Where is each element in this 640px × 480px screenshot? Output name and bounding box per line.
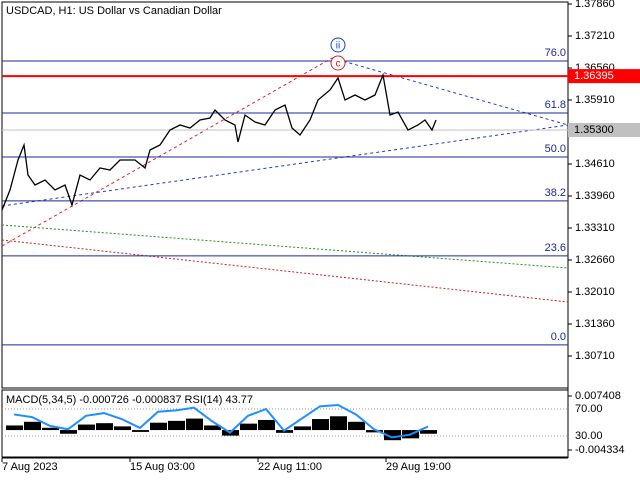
y-tick-label: 1.32010 bbox=[575, 286, 615, 298]
y-tick-label: 1.37860 bbox=[575, 0, 615, 10]
macd-bar bbox=[312, 419, 329, 431]
trend-line bbox=[331, 57, 569, 126]
fib-level-label: 38.2 bbox=[545, 187, 566, 199]
macd-bar bbox=[168, 420, 185, 431]
macd-bar bbox=[294, 426, 311, 431]
macd-bar bbox=[150, 422, 167, 431]
macd-bar bbox=[384, 430, 401, 441]
macd-bar bbox=[96, 423, 113, 431]
macd-bar bbox=[24, 421, 41, 431]
trend-line bbox=[1, 224, 569, 269]
macd-bar bbox=[42, 427, 59, 431]
x-tick-label: 7 Aug 2023 bbox=[2, 461, 58, 473]
wave-label: c bbox=[336, 59, 341, 70]
macd-bar bbox=[240, 423, 257, 431]
y-tick-label: 1.30710 bbox=[575, 350, 615, 362]
fib-level-label: 0.0 bbox=[551, 331, 566, 343]
wave-marker bbox=[330, 55, 346, 71]
macd-bar bbox=[330, 416, 347, 431]
y-tick-label: 1.33310 bbox=[575, 222, 615, 234]
x-tick-label: 29 Aug 19:00 bbox=[386, 461, 451, 473]
x-tick-label: 15 Aug 03:00 bbox=[130, 461, 195, 473]
y-tick-label: 1.37210 bbox=[575, 30, 615, 42]
price-line-series bbox=[1, 72, 437, 211]
indicator-title: MACD(5,34,5) -0.000726 -0.000837 RSI(14)… bbox=[6, 394, 253, 406]
main-plot-frame bbox=[1, 1, 569, 389]
macd-bar bbox=[114, 426, 131, 431]
chart-title: USDCAD, H1: US Dollar vs Canadian Dollar bbox=[6, 5, 222, 17]
y-tick-label: 0.007408 bbox=[575, 390, 621, 402]
wave-label: ii bbox=[336, 41, 340, 52]
y-tick-label: 1.31360 bbox=[575, 318, 615, 330]
fib-level-label: 61.8 bbox=[545, 99, 566, 111]
price-tag-label: 1.35300 bbox=[574, 124, 614, 136]
fib-level-label: 76.0 bbox=[545, 47, 566, 59]
rsi-line bbox=[13, 403, 429, 439]
y-tick-label: 1.32660 bbox=[575, 254, 615, 266]
macd-bar bbox=[6, 425, 23, 431]
price-tag bbox=[568, 123, 640, 138]
price-tag bbox=[568, 69, 640, 84]
macd-bar bbox=[420, 430, 437, 434]
price-tag-label: 1.36395 bbox=[574, 70, 614, 82]
macd-bar bbox=[348, 421, 365, 431]
y2-tick-label: 70.00 bbox=[575, 403, 603, 415]
y-tick-label: 1.34610 bbox=[575, 158, 615, 170]
trend-line bbox=[1, 239, 569, 303]
macd-bar bbox=[60, 430, 77, 434]
macd-bar bbox=[132, 430, 149, 432]
y-tick-label: -0.004334 bbox=[575, 444, 625, 456]
y-tick-label: 1.33960 bbox=[575, 190, 615, 202]
fib-level-label: 23.6 bbox=[545, 242, 566, 254]
y-tick-label: 1.35910 bbox=[575, 94, 615, 106]
macd-bar bbox=[258, 419, 275, 431]
wave-marker bbox=[330, 37, 346, 53]
x-tick-label: 22 Aug 11:00 bbox=[258, 461, 322, 473]
macd-bar bbox=[78, 424, 95, 431]
y2-tick-label: 30.00 bbox=[575, 430, 603, 442]
macd-bar bbox=[186, 418, 203, 431]
macd-bar bbox=[204, 425, 221, 431]
macd-bar bbox=[366, 430, 383, 433]
fib-level-label: 50.0 bbox=[545, 143, 566, 155]
trend-line bbox=[1, 124, 569, 207]
